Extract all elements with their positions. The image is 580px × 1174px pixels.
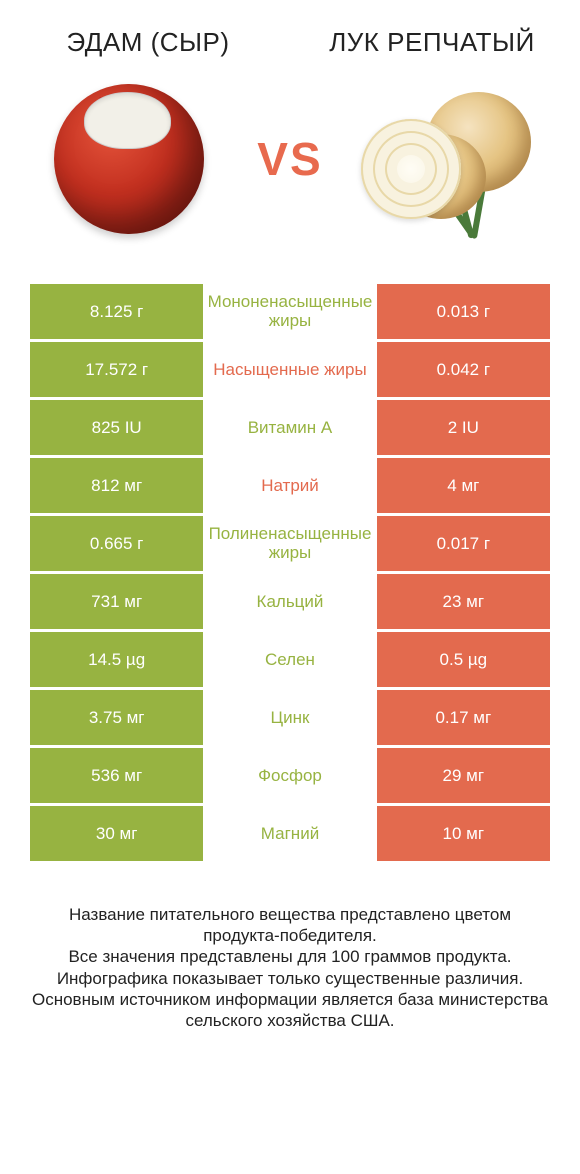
nutrient-label: Мононенасыщенные жиры bbox=[203, 284, 376, 339]
value-right: 23 мг bbox=[377, 574, 550, 629]
table-row: 812 мгНатрий4 мг bbox=[30, 458, 550, 513]
value-left: 0.665 г bbox=[30, 516, 203, 571]
nutrient-label: Кальций bbox=[203, 574, 376, 629]
footer-line: Название питательного вещества представл… bbox=[69, 905, 511, 945]
comparison-table: 8.125 гМононенасыщенные жиры0.013 г17.57… bbox=[0, 284, 580, 864]
value-right: 0.042 г bbox=[377, 342, 550, 397]
value-left: 536 мг bbox=[30, 748, 203, 803]
product-left-title: ЭДАМ (СЫР) bbox=[6, 28, 290, 58]
value-left: 17.572 г bbox=[30, 342, 203, 397]
value-right: 0.5 µg bbox=[377, 632, 550, 687]
nutrient-label: Фосфор bbox=[203, 748, 376, 803]
value-right: 4 мг bbox=[377, 458, 550, 513]
table-row: 3.75 мгЦинк0.17 мг bbox=[30, 690, 550, 745]
vs-label: VS bbox=[257, 132, 322, 186]
table-row: 8.125 гМононенасыщенные жиры0.013 г bbox=[30, 284, 550, 339]
value-left: 812 мг bbox=[30, 458, 203, 513]
nutrient-label: Витамин A bbox=[203, 400, 376, 455]
nutrient-label: Магний bbox=[203, 806, 376, 861]
illustration-row: Edam VS bbox=[0, 68, 580, 284]
cheese-icon: Edam bbox=[39, 74, 219, 244]
footer-notes: Название питательного вещества представл… bbox=[0, 864, 580, 1032]
table-row: 731 мгКальций23 мг bbox=[30, 574, 550, 629]
value-left: 825 IU bbox=[30, 400, 203, 455]
value-right: 0.017 г bbox=[377, 516, 550, 571]
footer-line: Основным источником информации является … bbox=[32, 990, 548, 1030]
value-left: 8.125 г bbox=[30, 284, 203, 339]
value-right: 10 мг bbox=[377, 806, 550, 861]
nutrient-label: Селен bbox=[203, 632, 376, 687]
value-right: 0.17 мг bbox=[377, 690, 550, 745]
footer-line: Все значения представлены для 100 граммо… bbox=[68, 947, 511, 966]
value-right: 0.013 г bbox=[377, 284, 550, 339]
table-row: 14.5 µgСелен0.5 µg bbox=[30, 632, 550, 687]
value-left: 14.5 µg bbox=[30, 632, 203, 687]
table-row: 825 IUВитамин A2 IU bbox=[30, 400, 550, 455]
onion-icon bbox=[361, 74, 541, 244]
header: ЭДАМ (СЫР) ЛУК РЕПЧАТЫЙ bbox=[0, 0, 580, 68]
table-row: 17.572 гНасыщенные жиры0.042 г bbox=[30, 342, 550, 397]
nutrient-label: Насыщенные жиры bbox=[203, 342, 376, 397]
footer-line: Инфографика показывает только существенн… bbox=[57, 969, 523, 988]
table-row: 0.665 гПолиненасыщенные жиры0.017 г bbox=[30, 516, 550, 571]
value-right: 29 мг bbox=[377, 748, 550, 803]
value-left: 3.75 мг bbox=[30, 690, 203, 745]
nutrient-label: Натрий bbox=[203, 458, 376, 513]
value-left: 30 мг bbox=[30, 806, 203, 861]
value-right: 2 IU bbox=[377, 400, 550, 455]
nutrient-label: Цинк bbox=[203, 690, 376, 745]
table-row: 30 мгМагний10 мг bbox=[30, 806, 550, 861]
value-left: 731 мг bbox=[30, 574, 203, 629]
nutrient-label: Полиненасыщенные жиры bbox=[203, 516, 376, 571]
table-row: 536 мгФосфор29 мг bbox=[30, 748, 550, 803]
product-right-title: ЛУК РЕПЧАТЫЙ bbox=[290, 28, 574, 58]
